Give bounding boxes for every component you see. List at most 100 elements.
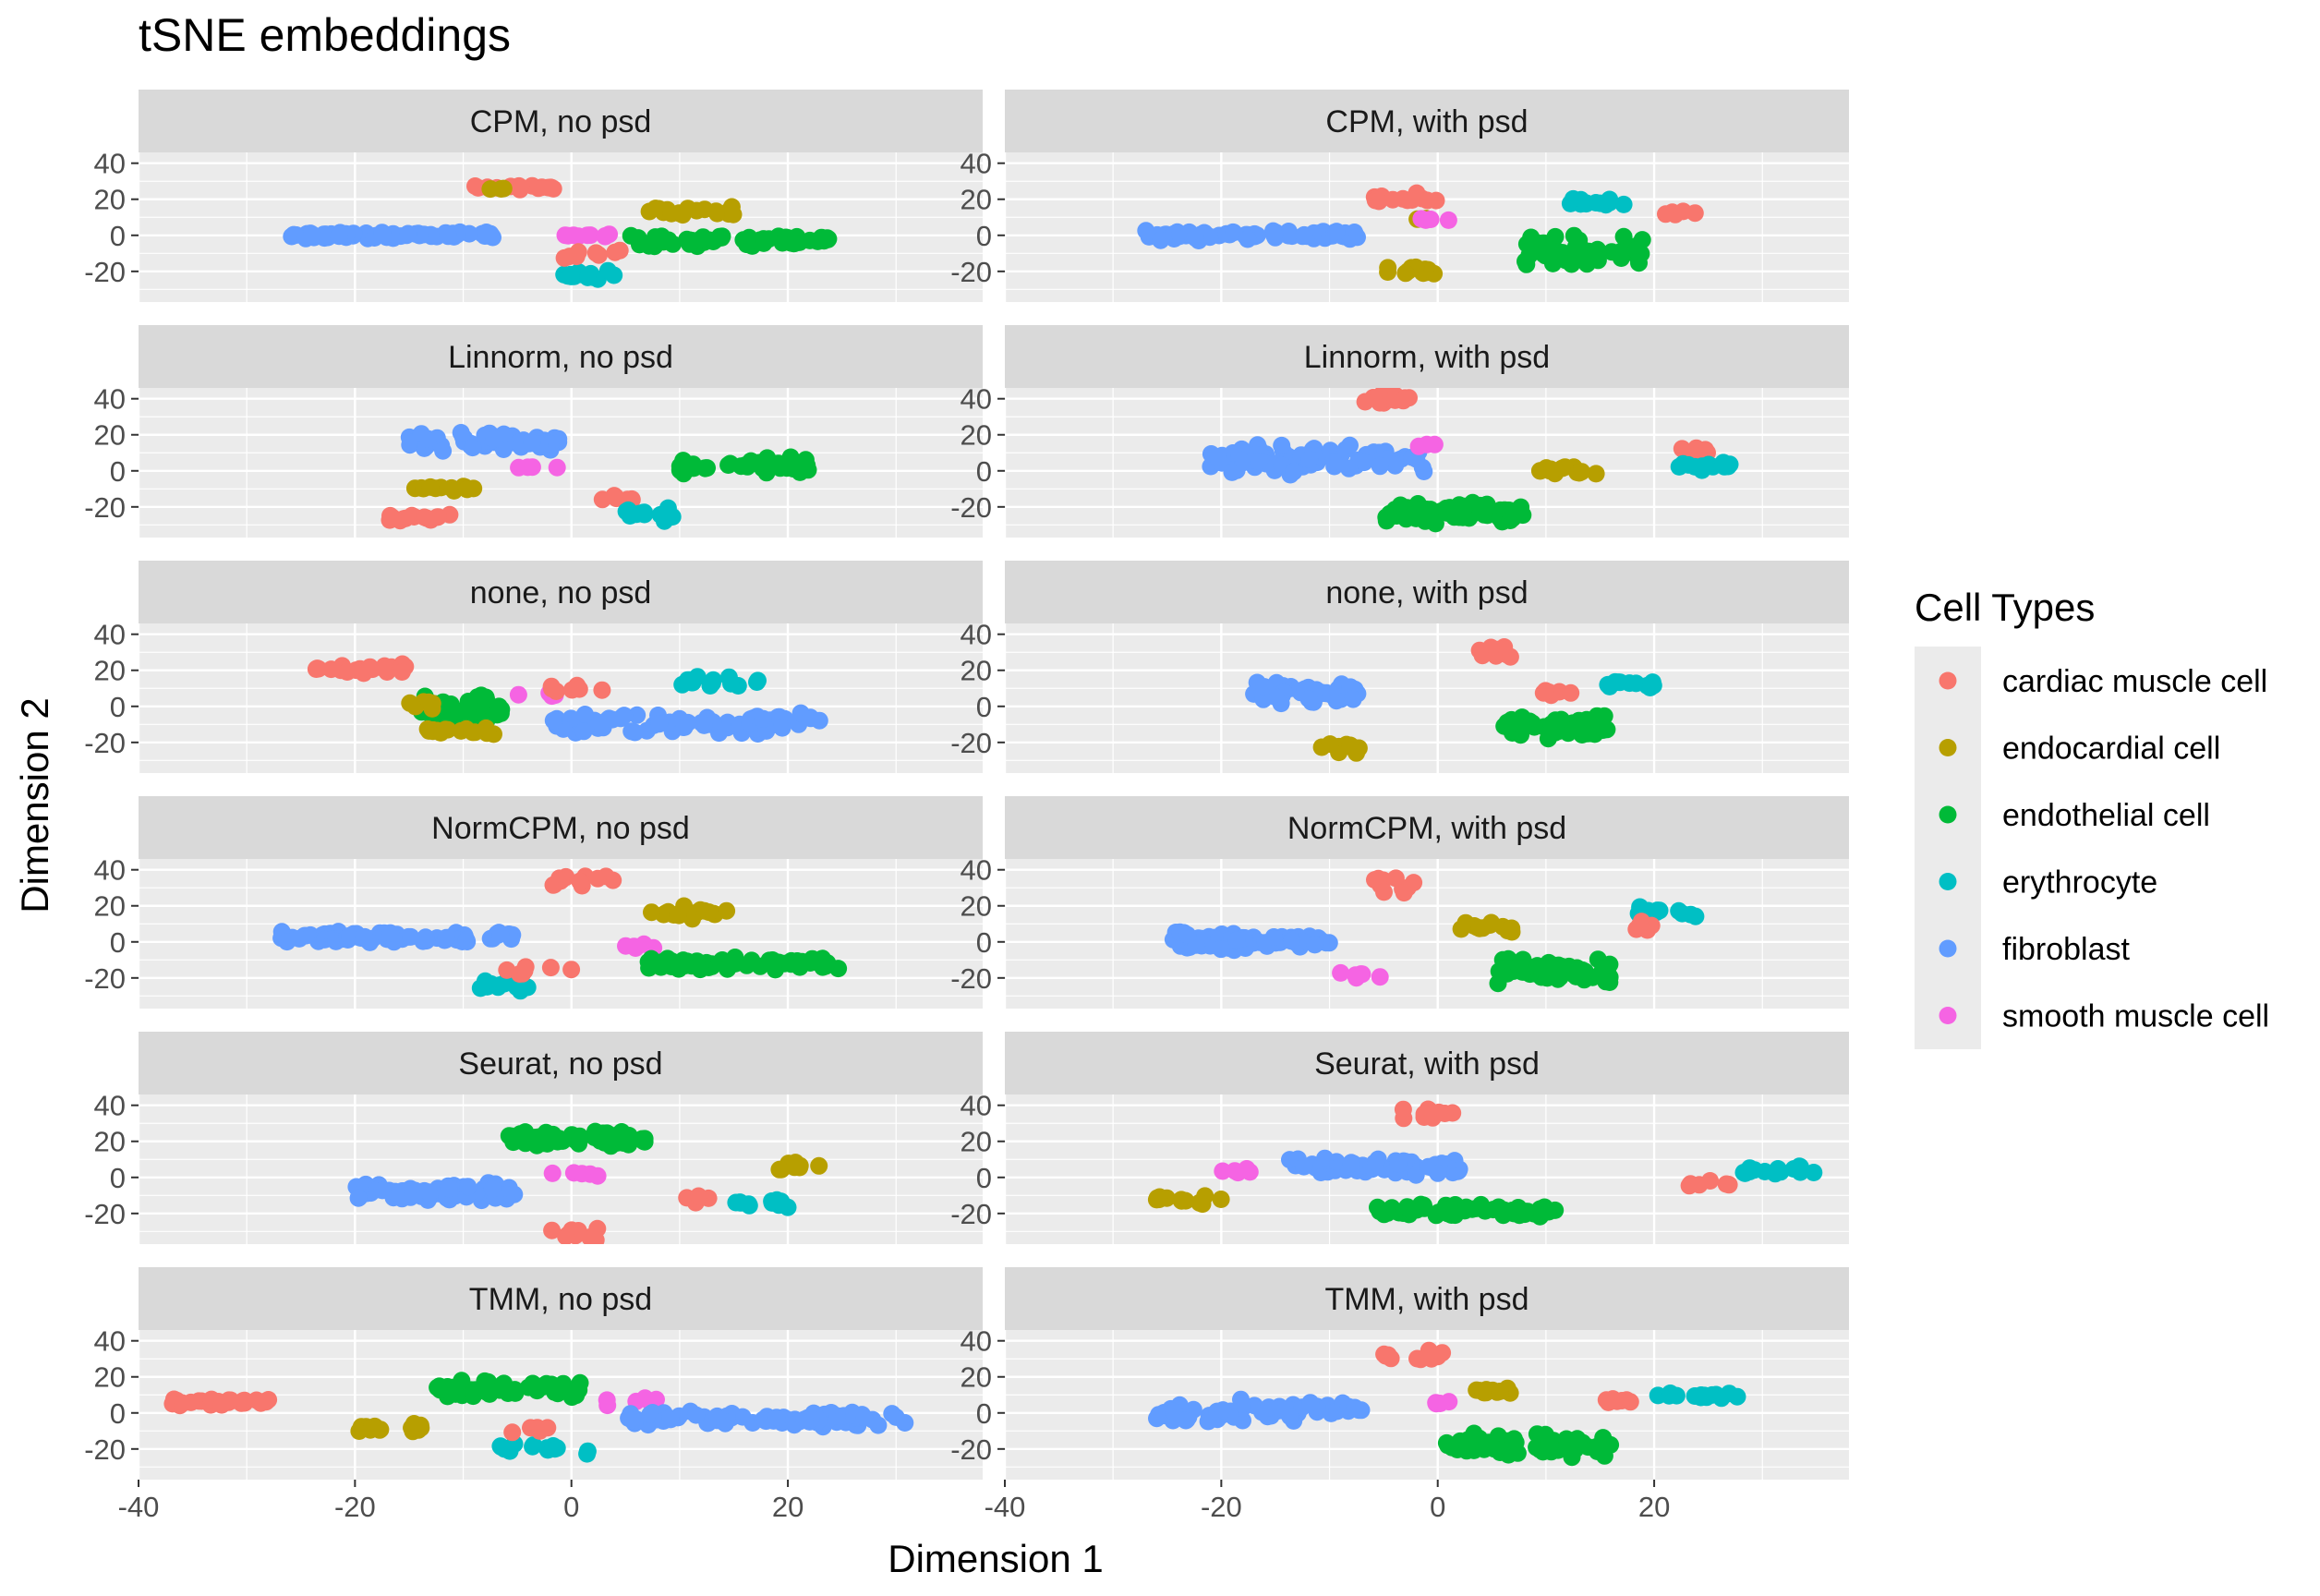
data-point [525, 1436, 543, 1455]
data-point [1265, 226, 1284, 245]
data-point [1601, 955, 1619, 973]
data-point [1209, 448, 1227, 466]
data-point [538, 1419, 557, 1437]
point-layer [1245, 638, 1662, 762]
legend-label: fibroblast [2002, 932, 2131, 967]
x-tick-label: 0 [1430, 1491, 1445, 1523]
y-tick-label: 20 [961, 1126, 992, 1158]
data-point [1626, 241, 1645, 260]
data-point [643, 903, 660, 922]
data-point [1609, 673, 1627, 692]
panel-background [139, 1094, 983, 1244]
facet-panel: Seurat, no psd -20 0 20 40 [84, 1032, 983, 1244]
data-point [1578, 724, 1597, 743]
facet-strip [139, 325, 983, 388]
data-point [1443, 1206, 1461, 1224]
data-point [248, 1391, 266, 1409]
data-point [503, 1423, 522, 1442]
data-point [459, 1178, 477, 1196]
data-point [1411, 1350, 1430, 1369]
data-point [1692, 1388, 1710, 1407]
data-point [423, 699, 441, 718]
data-point [651, 505, 670, 524]
legend-key [1939, 805, 1957, 824]
data-point [801, 954, 819, 972]
data-point [485, 430, 503, 449]
data-point [1223, 463, 1241, 481]
data-point [635, 1130, 654, 1148]
legend-label: endothelial cell [2002, 798, 2210, 833]
data-point [754, 709, 772, 728]
data-point [721, 956, 740, 974]
data-point [767, 1409, 786, 1427]
y-tick-label: 20 [961, 1361, 992, 1394]
data-point [341, 926, 359, 945]
data-point [1367, 1154, 1385, 1172]
data-point [1382, 1349, 1400, 1368]
data-point [1516, 252, 1534, 271]
data-point [562, 681, 581, 699]
data-point [476, 972, 494, 990]
y-tick-label: -20 [950, 1198, 992, 1230]
data-point [571, 873, 589, 891]
data-point [684, 455, 702, 474]
data-point [593, 681, 611, 699]
data-point [434, 441, 453, 460]
data-point [1690, 1176, 1709, 1194]
data-point [419, 429, 437, 448]
facet-strip-label: Seurat, no psd [458, 1046, 662, 1082]
legend-label: cardiac muscle cell [2002, 664, 2267, 699]
data-point [374, 659, 393, 677]
point-layer [1148, 1341, 1746, 1467]
data-point [492, 700, 511, 719]
data-point [1771, 1163, 1790, 1181]
data-point [303, 225, 321, 244]
data-point [554, 1374, 573, 1393]
data-point [1324, 453, 1343, 471]
data-point [445, 481, 464, 500]
data-point [593, 490, 611, 509]
data-point [396, 509, 415, 527]
data-point [1384, 190, 1402, 209]
data-point [483, 1179, 501, 1198]
data-point [801, 231, 819, 249]
data-point [1581, 249, 1600, 268]
legend-label: endocardial cell [2002, 732, 2220, 767]
data-point [614, 707, 632, 726]
data-point [551, 872, 570, 890]
data-point [1320, 934, 1338, 952]
y-tick-label: 20 [94, 184, 126, 216]
data-point [1260, 1398, 1278, 1417]
data-point [1395, 884, 1413, 902]
y-tick-label: -20 [84, 727, 126, 759]
data-point [524, 1374, 542, 1393]
data-point [1446, 504, 1465, 522]
data-point [574, 722, 593, 741]
data-point [564, 226, 583, 245]
y-tick-label: 20 [961, 890, 992, 923]
data-point [523, 433, 541, 452]
facet-strip-label: NormCPM, no psd [431, 811, 690, 846]
data-point [791, 457, 809, 476]
data-point [510, 458, 528, 477]
data-point [1516, 1203, 1535, 1221]
data-point [1227, 931, 1246, 949]
data-point [782, 955, 801, 973]
data-point [1371, 968, 1389, 986]
data-point [1228, 1164, 1247, 1182]
data-point [543, 1164, 562, 1182]
facet-strip [1005, 796, 1849, 859]
y-tick-label: 40 [94, 1090, 126, 1122]
y-tick-label: -20 [950, 727, 992, 759]
data-point [437, 928, 455, 947]
data-point [1805, 1164, 1823, 1181]
data-point [681, 671, 699, 689]
data-point [605, 266, 623, 284]
x-axis-title: Dimension 1 [888, 1537, 1103, 1580]
data-point [500, 1127, 518, 1145]
y-tick-label: 0 [976, 220, 992, 252]
facet-strip [1005, 1032, 1849, 1094]
